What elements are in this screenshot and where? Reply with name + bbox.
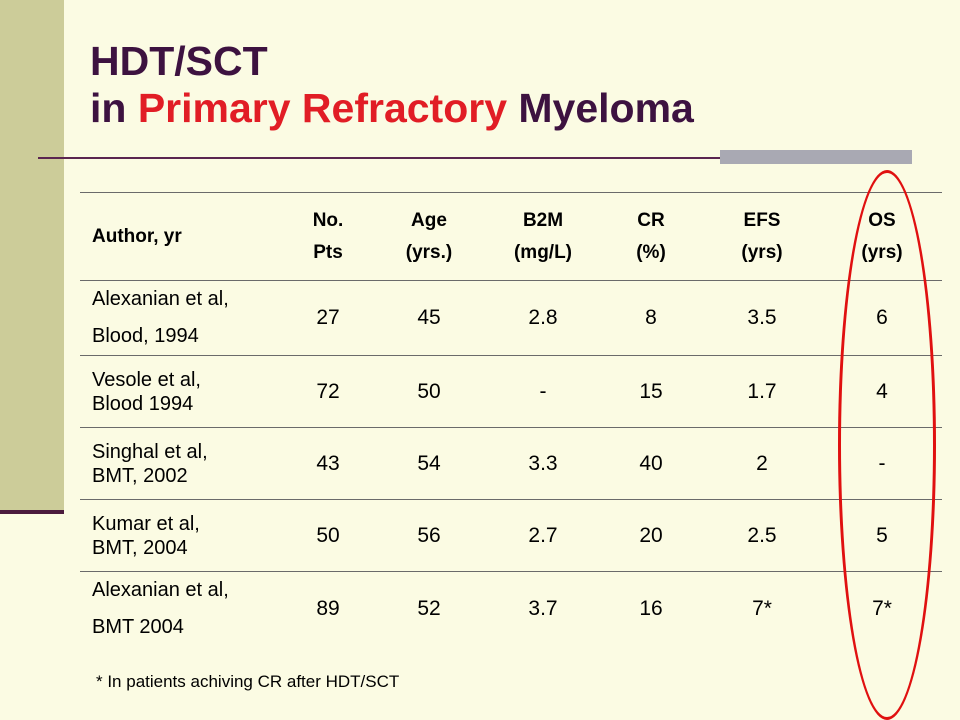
cell-author: Alexanian et al, BMT 2004 (92, 579, 229, 638)
cell-cr: 16 (639, 597, 663, 620)
header-pts: No. Pts (312, 209, 344, 263)
sidebar-band (0, 0, 64, 512)
cell-pts: 50 (316, 523, 340, 547)
sidebar-divider (0, 510, 64, 514)
header-efs: EFS (yrs) (741, 209, 783, 263)
slide-title: HDT/SCT in Primary Refractory Myeloma (90, 38, 694, 132)
results-table: Author, yr No. Pts Age (yrs.) B2M (mg/L) CR… (80, 192, 942, 646)
header-author: Author, yr (92, 225, 182, 247)
cell-age: 50 (417, 379, 441, 403)
cell-b2m: 3.7 (528, 597, 558, 620)
title-line-2: in Primary Refractory Myeloma (90, 85, 694, 132)
title-line-1: HDT/SCT (90, 38, 268, 84)
highlight-oval (838, 170, 936, 720)
title-accent-bar (720, 150, 912, 164)
cell-b2m: 2.8 (528, 306, 558, 329)
cell-cr: 20 (639, 523, 663, 547)
header-age: Age (yrs.) (405, 209, 453, 263)
title-accent: Primary Refractory (137, 85, 508, 131)
cell-age: 54 (417, 451, 441, 475)
title-underline (38, 157, 720, 159)
cell-efs: 2 (756, 451, 768, 475)
cell-pts: 89 (316, 597, 340, 620)
cell-b2m: 2.7 (528, 523, 558, 547)
cell-efs: 2.5 (747, 523, 777, 547)
cell-cr: 8 (645, 306, 657, 329)
cell-author: Vesole et al, Blood 1994 (92, 368, 201, 415)
title-suffix: Myeloma (507, 85, 694, 131)
cell-author: Alexanian et al, Blood, 1994 (92, 288, 229, 347)
table-row: Kumar et al, BMT, 2004 50 56 2.7 20 2.5 5 (80, 499, 942, 572)
cell-author: Kumar et al, BMT, 2004 (92, 512, 200, 559)
table-header-row: Author, yr No. Pts Age (yrs.) B2M (mg/L) CR… (80, 192, 942, 281)
table-row: Alexanian et al, Blood, 1994 27 45 2.8 8 … (80, 280, 942, 356)
cell-pts: 43 (316, 451, 340, 475)
title-prefix: in (90, 85, 138, 131)
header-b2m: B2M (mg/L) (513, 209, 573, 263)
table-row: Singhal et al, BMT, 2002 43 54 3.3 40 2 - (80, 427, 942, 500)
cell-b2m: - (539, 379, 547, 403)
cell-age: 56 (417, 523, 441, 547)
cell-b2m: 3.3 (528, 451, 558, 475)
header-cr: CR (%) (636, 209, 666, 263)
table-row: Vesole et al, Blood 1994 72 50 - 15 1.7 4 (80, 355, 942, 428)
table-row: Alexanian et al, BMT 2004 89 52 3.7 16 7*… (80, 571, 942, 647)
cell-efs: 3.5 (747, 306, 777, 329)
cell-cr: 40 (639, 451, 663, 475)
footnote: * In patients achiving CR after HDT/SCT (96, 672, 400, 691)
cell-pts: 27 (316, 306, 340, 329)
cell-author: Singhal et al, BMT, 2002 (92, 440, 208, 487)
cell-age: 45 (417, 306, 441, 329)
cell-efs: 7* (752, 597, 772, 620)
cell-efs: 1.7 (747, 379, 777, 403)
cell-pts: 72 (316, 379, 340, 403)
cell-cr: 15 (639, 379, 663, 403)
cell-age: 52 (417, 597, 441, 620)
